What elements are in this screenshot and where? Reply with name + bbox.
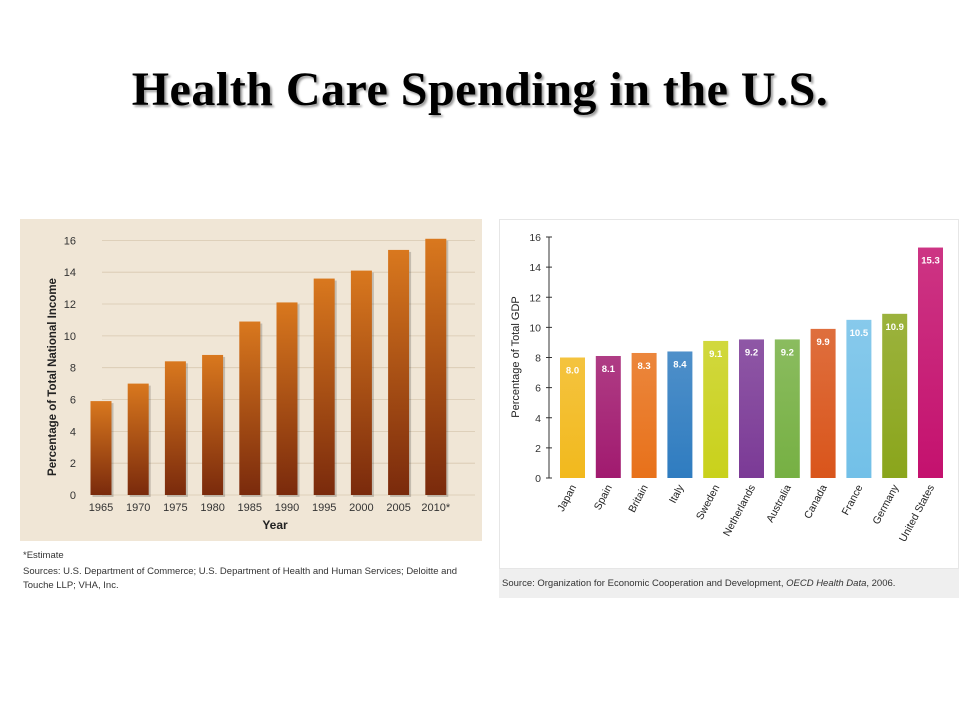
x-tick-label: Britain — [626, 483, 651, 515]
x-tick-label: France — [840, 483, 866, 518]
y-tick-label: 0 — [535, 473, 541, 485]
y-tick-label: 16 — [64, 235, 76, 247]
y-tick-label: 4 — [70, 426, 76, 438]
left-sources-note: Sources: U.S. Department of Commerce; U.… — [23, 566, 458, 591]
bar-value-label: 10.9 — [885, 322, 904, 333]
y-tick-label: 10 — [529, 322, 541, 334]
y-tick-label: 2 — [535, 443, 541, 455]
income-share-bar-chart: 0 2 4 6 8 10 12 14 16 1965 1970 1975 1980 1985 1990 199… — [47, 235, 475, 532]
right-source-note: Source: Organization for Economic Cooper… — [502, 577, 957, 591]
bar — [90, 401, 112, 495]
estimate-note: *Estimate — [23, 550, 64, 561]
bar — [846, 319, 872, 478]
x-tick-label: 1975 — [163, 502, 187, 514]
x-tick-label: Australia — [764, 483, 794, 525]
x-tick-label: 1985 — [238, 502, 262, 514]
bar — [739, 339, 764, 478]
y-tick-label: 12 — [529, 292, 541, 304]
y-tick-label: 4 — [535, 413, 541, 425]
bar — [239, 321, 261, 495]
x-tick-label: 2010* — [421, 502, 450, 514]
bar — [667, 351, 693, 478]
bar — [127, 383, 149, 495]
y-tick-label: 8 — [535, 353, 541, 365]
y-tick-label: 8 — [70, 363, 76, 375]
x-tick-label: Netherlands — [721, 483, 758, 539]
y-tick-label: 6 — [535, 383, 541, 395]
bar — [595, 355, 621, 478]
bar — [810, 328, 836, 478]
x-tick-label: Sweden — [694, 483, 722, 522]
bar-value-label: 10.5 — [850, 328, 869, 339]
x-tick-label: 1970 — [126, 502, 150, 514]
y-tick-label: 2 — [70, 458, 76, 470]
bar-value-label: 8.0 — [566, 366, 579, 377]
right-source-prefix: Source: Organization for Economic Cooper… — [502, 578, 787, 589]
bar — [631, 352, 657, 478]
x-tick-label: 1965 — [89, 502, 113, 514]
bar-value-label: 9.1 — [709, 349, 723, 360]
x-tick-label: Spain — [592, 483, 615, 512]
bar — [164, 361, 186, 495]
bar — [425, 238, 447, 495]
bar-value-label: 9.9 — [816, 337, 829, 348]
x-tick-label: 2000 — [349, 502, 373, 514]
bar — [882, 313, 908, 478]
bar — [350, 270, 372, 495]
bar — [313, 278, 335, 495]
y-tick-label: 0 — [70, 490, 76, 502]
y-tick-label: 12 — [64, 299, 76, 311]
y-tick-label: 6 — [70, 395, 76, 407]
left-chart-panel: 0 2 4 6 8 10 12 14 16 1965 1970 1975 1980 1985 1990 199… — [20, 219, 482, 598]
y-tick-label: 16 — [529, 232, 541, 244]
x-tick-label: 1995 — [312, 502, 336, 514]
bar-value-label: 15.3 — [921, 256, 940, 267]
right-chart-panel: 0 2 4 6 8 10 12 14 16 8.0 Japan 8.1 Spain 8.3 Britain 8… — [499, 219, 959, 598]
bar — [276, 302, 298, 495]
bar — [560, 357, 585, 478]
x-tick-label: 1980 — [200, 502, 224, 514]
bar — [774, 339, 800, 478]
x-tick-label: Canada — [802, 483, 830, 521]
bar-value-label: 8.3 — [637, 361, 650, 372]
right-source-strip: Source: Organization for Economic Cooper… — [499, 569, 959, 598]
gdp-share-bar-chart: 0 2 4 6 8 10 12 14 16 8.0 Japan 8.1 Spain 8.3 Britain 8… — [510, 232, 943, 544]
right-source-title: OECD Health Data — [786, 578, 867, 589]
x-tick-label: 2005 — [386, 502, 410, 514]
bar — [388, 249, 410, 495]
x-tick-label: Germany — [870, 482, 901, 526]
bar — [202, 354, 224, 495]
bar-value-label: 8.4 — [673, 359, 687, 370]
bar — [703, 340, 729, 478]
x-tick-label: Japan — [555, 483, 579, 514]
x-tick-label: United States — [897, 483, 937, 544]
y-tick-label: 14 — [64, 267, 76, 279]
bar — [918, 247, 943, 478]
y-axis-label: Percentage of Total National Income — [47, 278, 59, 476]
bar-value-label: 8.1 — [602, 364, 616, 375]
y-tick-label: 10 — [64, 331, 76, 343]
x-axis-label: Year — [262, 518, 288, 532]
y-tick-label: 14 — [529, 262, 541, 274]
page-title: Health Care Spending in the U.S. — [131, 63, 829, 116]
x-tick-label: Italy — [667, 482, 687, 505]
bar-value-label: 9.2 — [745, 347, 758, 358]
right-source-suffix: , 2006. — [866, 578, 896, 589]
bar-value-label: 9.2 — [781, 347, 794, 358]
x-tick-label: 1990 — [275, 502, 299, 514]
y-axis-label: Percentage of Total GDP — [510, 296, 522, 417]
